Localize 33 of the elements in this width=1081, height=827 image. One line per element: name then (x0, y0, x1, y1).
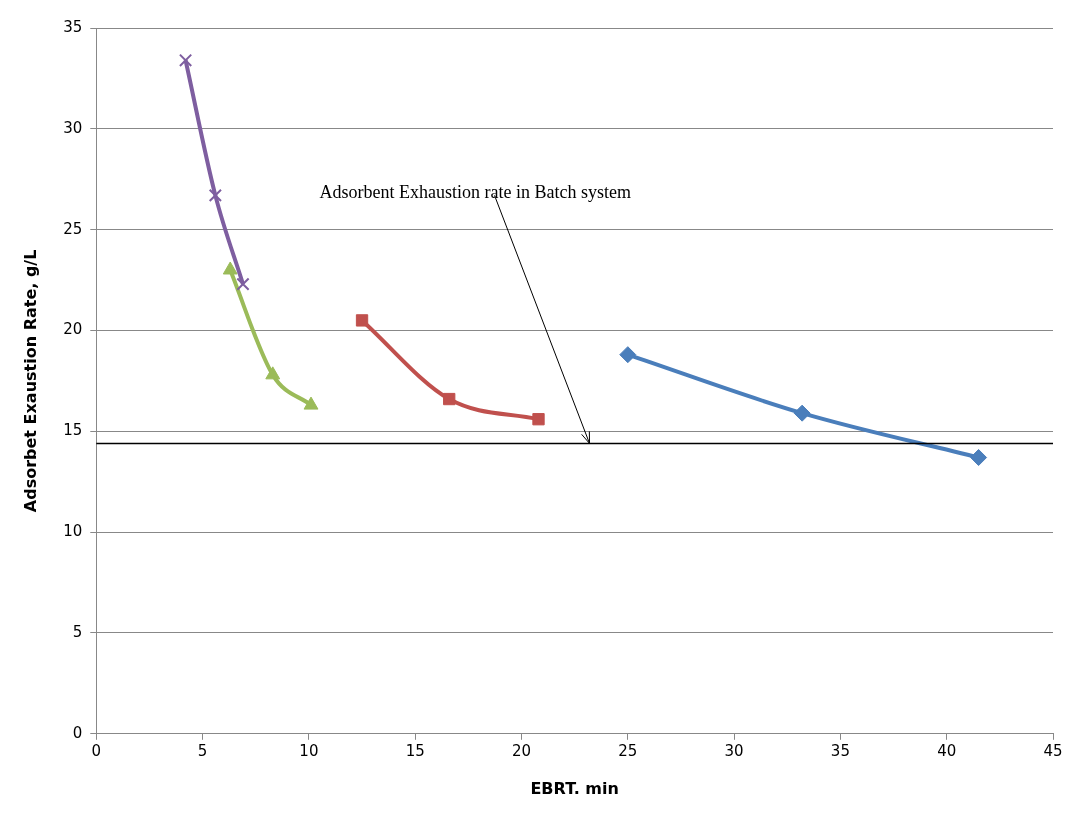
y-tick-label: 10 (63, 522, 83, 541)
x-tick-label: 25 (618, 741, 638, 760)
x-tick-label: 0 (91, 741, 102, 760)
y-tick-label: 25 (63, 219, 83, 238)
point (178, 53, 193, 67)
x-tick-label: 5 (197, 741, 208, 760)
point (222, 261, 238, 275)
x-tick-label: 20 (511, 741, 532, 760)
x-axis-title: EBRT. min (530, 778, 619, 798)
y-axis-title: Adsorbet Exaustion Rate, g/L (20, 249, 40, 513)
y-tick-label: 30 (63, 118, 83, 137)
x-tick-label: 15 (405, 741, 425, 760)
x-tick-label: 10 (299, 741, 319, 760)
point (532, 413, 545, 426)
x-tick-label: 45 (1043, 741, 1063, 760)
y-tick-label: 5 (72, 622, 83, 641)
point (265, 366, 281, 380)
point (208, 188, 222, 203)
y-tick-label: 20 (63, 320, 83, 339)
point (443, 392, 456, 406)
y-tick-label: 35 (63, 17, 83, 36)
annotation: Adsorbent Exhaustion rate in Batch system (319, 182, 631, 203)
y-tick-label: 0 (72, 723, 83, 742)
y-tick-label: 15 (63, 421, 83, 440)
point (303, 396, 319, 410)
point (236, 277, 250, 291)
point (619, 346, 637, 364)
x-tick-label: 35 (830, 741, 850, 760)
point (793, 404, 811, 422)
x-tick-label: 40 (937, 741, 957, 760)
point (355, 314, 369, 327)
point (970, 449, 988, 467)
x-tick-label: 30 (724, 741, 744, 760)
